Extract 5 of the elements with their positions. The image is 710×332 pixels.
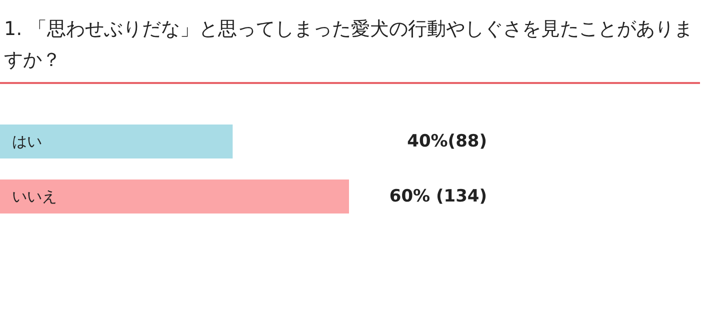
y-tick-label: はい xyxy=(12,132,42,150)
chart-title: 1. 「思わせぶりだな」と思ってしまった愛犬の行動やしぐさを見たことがありますか？ xyxy=(0,0,700,84)
y-tick-label: いいえ xyxy=(12,188,57,206)
data-label: 60% (134) xyxy=(389,186,487,206)
data-label: 40%(88) xyxy=(407,132,487,152)
